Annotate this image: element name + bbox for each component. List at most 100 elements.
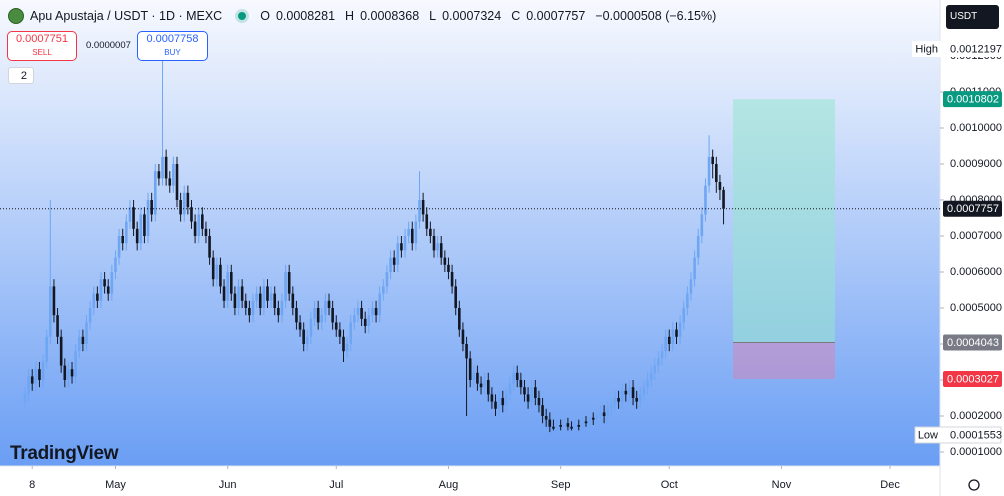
candle-body [519, 379, 523, 388]
candle-body [439, 243, 443, 258]
candle-body [515, 372, 519, 380]
candle-body [135, 228, 139, 244]
candle-body [526, 394, 530, 402]
ohlc-value: 0.0008368 [360, 9, 420, 23]
target-zone [733, 99, 835, 343]
candle-body [248, 308, 251, 316]
candle-body [718, 182, 722, 190]
candle-body [483, 379, 486, 388]
candle-body [671, 329, 675, 345]
y-tick-label: 0.0006000 [950, 266, 1002, 278]
currency-button[interactable]: USDT [946, 5, 999, 29]
candle-body [313, 308, 316, 319]
candle-body [494, 401, 497, 409]
candle-body [284, 272, 287, 301]
candle-body [70, 369, 74, 377]
candle-body [157, 171, 161, 179]
candle-body [678, 322, 682, 337]
candle-body [334, 322, 338, 330]
candle-body [197, 214, 201, 237]
candle-body [396, 243, 400, 265]
candle-body [497, 397, 501, 409]
candle-body [436, 243, 439, 251]
candle-body [425, 214, 429, 229]
candle-body [150, 200, 153, 215]
x-tick-label: Dec [880, 479, 900, 491]
candle-body [121, 236, 125, 244]
candle-body [559, 424, 562, 427]
candle-body [479, 383, 483, 388]
candle-body [280, 300, 284, 316]
candle-body [371, 308, 374, 316]
candle-body [476, 372, 479, 384]
candle-body [255, 293, 258, 301]
high-price: 0.0012197 [950, 43, 1002, 55]
buy-button[interactable]: 0.0007758 BUY [137, 31, 208, 61]
candle-body [99, 279, 103, 301]
candle-body [588, 417, 591, 424]
candle-body [689, 279, 693, 294]
candle-body [638, 394, 642, 402]
x-tick-label: Aug [439, 479, 459, 491]
candle-body [660, 351, 664, 359]
candle-body [682, 308, 686, 323]
candle-body [624, 390, 628, 395]
candle-body [161, 156, 164, 179]
candle-body [573, 424, 577, 429]
candle-body [305, 336, 309, 345]
sell-button[interactable]: 0.0007751 SELL [7, 31, 77, 61]
candle-body [523, 387, 526, 395]
candle-body [541, 405, 544, 416]
candle-body [77, 336, 81, 352]
candle-body [505, 394, 508, 406]
candle-body [146, 200, 150, 237]
brand-logo: TradingView [10, 443, 119, 464]
candle-body [208, 236, 211, 258]
candle-body [646, 379, 649, 388]
candle-body [686, 293, 689, 309]
candle-body [356, 308, 360, 316]
candle-body [628, 387, 631, 395]
candle-body [653, 365, 657, 373]
candle-body [103, 279, 106, 287]
candle-body [331, 308, 334, 323]
candle-body [490, 394, 494, 402]
candle-body [302, 329, 305, 345]
x-tick-label: May [105, 479, 126, 491]
ohlc-name: C [511, 9, 521, 23]
candle-body [675, 329, 678, 337]
candle-body [537, 397, 541, 406]
indicator-toggle[interactable]: 2 [8, 67, 34, 84]
candle-body [704, 185, 707, 215]
candle-body [591, 417, 595, 420]
candle-body [327, 300, 331, 309]
candle-body [465, 344, 468, 359]
candle-body [244, 300, 248, 309]
candle-body [63, 365, 67, 380]
candle-body [458, 308, 461, 330]
y-tick-label: 0.0009000 [950, 158, 1002, 170]
settings-icon[interactable] [968, 479, 980, 491]
candle-body [41, 362, 45, 380]
candle-body [450, 272, 454, 287]
candle-body [345, 344, 349, 352]
candle-body [298, 322, 302, 330]
x-tick-label: Oct [661, 479, 678, 491]
candle-body [530, 387, 534, 402]
candle-body [88, 308, 92, 323]
candle-body [164, 156, 168, 179]
candle-body [512, 372, 515, 384]
entry-price-badge [943, 334, 1002, 351]
candle-body [139, 214, 143, 244]
candle-body [204, 228, 208, 237]
candle-body [45, 336, 48, 363]
candle-body [316, 308, 320, 323]
candle-body [555, 424, 559, 429]
candle-body [407, 228, 410, 237]
candle-body [175, 164, 179, 201]
candle-body [599, 412, 602, 416]
x-tick-label: Sep [551, 479, 571, 491]
candle-body [320, 315, 324, 323]
candle-body [461, 329, 465, 345]
